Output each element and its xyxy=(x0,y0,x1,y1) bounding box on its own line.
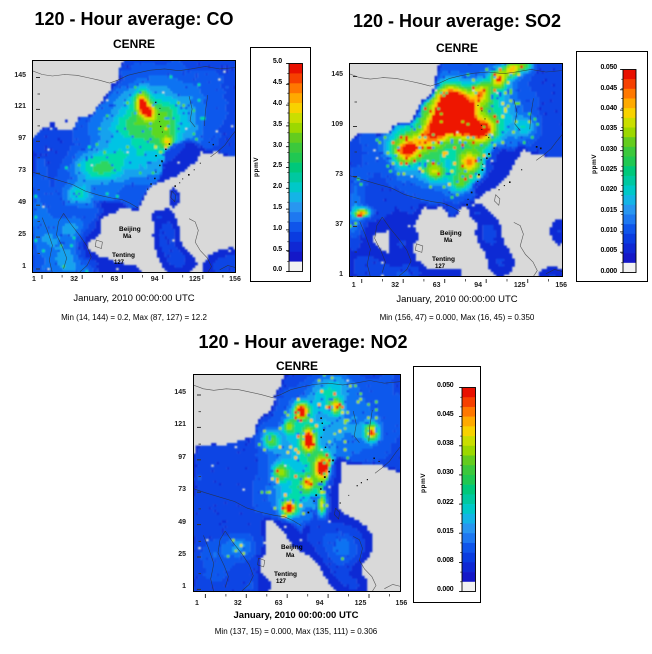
svg-text:Beijing: Beijing xyxy=(119,226,141,233)
svg-text:Tenting: Tenting xyxy=(112,252,135,259)
svg-text:Ma: Ma xyxy=(123,234,132,240)
svg-text:Beijing: Beijing xyxy=(440,230,462,237)
svg-text:127: 127 xyxy=(435,264,446,270)
svg-text:Beijing: Beijing xyxy=(281,544,303,551)
svg-text:Tenting: Tenting xyxy=(274,571,297,578)
svg-text:127: 127 xyxy=(114,260,125,266)
svg-text:Ma: Ma xyxy=(444,238,453,244)
svg-text:Ma: Ma xyxy=(286,553,295,559)
svg-text:Tenting: Tenting xyxy=(432,256,455,263)
svg-text:127: 127 xyxy=(276,579,287,585)
